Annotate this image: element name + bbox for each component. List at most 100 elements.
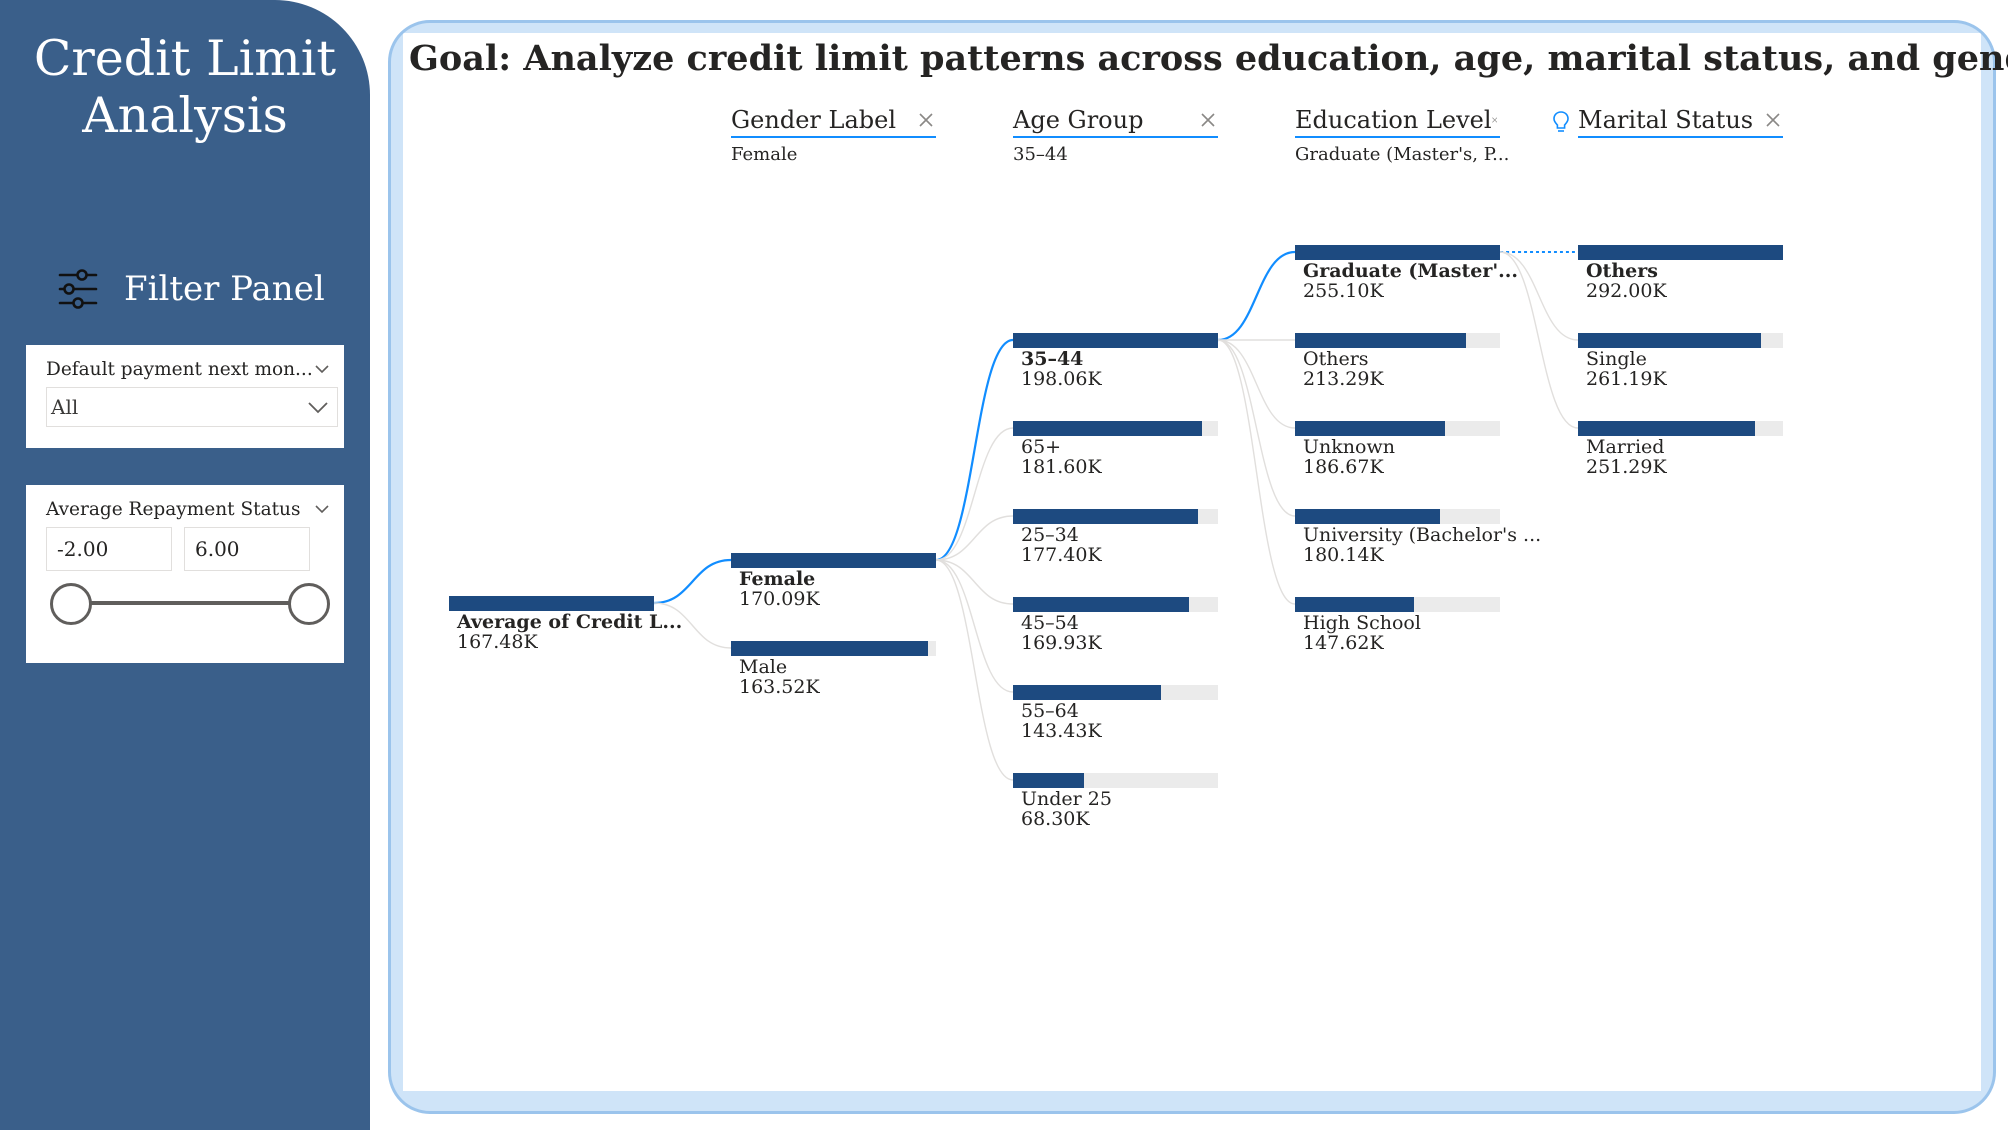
level-header-gender[interactable]: Gender Label Female [731,104,936,165]
tree-connector [1217,339,1296,517]
slicer-title: Average Repayment Status [46,498,301,520]
age-node[interactable]: 55–64 143.43K [1013,685,1218,741]
slider-track[interactable] [70,601,310,605]
node-value: 180.14K [1303,544,1384,566]
bar-fill [1578,333,1762,348]
bar-fill [731,641,928,656]
marital-node[interactable]: Others 292.00K [1578,245,1783,301]
bar-fill [1578,245,1783,260]
marital-node[interactable]: Married 251.29K [1578,421,1783,477]
node-value: 186.67K [1303,456,1384,478]
node-value: 147.62K [1303,632,1384,654]
close-icon[interactable] [1491,113,1497,127]
app-title: Credit Limit Analysis [0,30,370,144]
app-title-line2: Analysis [82,87,288,144]
node-value: 163.52K [739,676,820,698]
range-slider[interactable] [50,581,330,625]
bar-track [1013,597,1218,612]
education-node[interactable]: High School 147.62K [1295,597,1500,653]
bar-fill [1013,597,1190,612]
close-icon[interactable] [919,113,933,127]
age-node[interactable]: 25–34 177.40K [1013,509,1218,565]
node-value: 169.93K [1021,632,1102,654]
chevron-down-icon[interactable] [307,401,329,414]
node-label: Others [1586,260,1658,282]
bar-track [1013,421,1218,436]
age-node[interactable]: 35–44 198.06K [1013,333,1218,389]
node-value: 170.09K [739,588,820,610]
gender-node[interactable]: Male 163.52K [731,641,936,697]
node-value: 251.29K [1586,456,1667,478]
bar-fill [731,553,936,568]
education-node[interactable]: Others 213.29K [1295,333,1500,389]
level-name: Marital Status [1578,106,1754,134]
node-label: 45–54 [1021,612,1079,634]
gender-node[interactable]: Female 170.09K [731,553,936,609]
sidebar: Credit Limit Analysis Filter Panel Defau… [0,0,370,1130]
close-icon[interactable] [1766,113,1780,127]
filter-panel-label: Filter Panel [124,269,325,309]
bar-fill [1013,509,1198,524]
age-node[interactable]: 65+ 181.60K [1013,421,1218,477]
slider-thumb-max[interactable] [288,583,330,625]
chevron-down-icon[interactable] [314,504,330,514]
app-title-line1: Credit Limit [33,30,337,87]
range-max-input[interactable]: 6.00 [184,527,310,571]
level-header-age[interactable]: Age Group 35–44 [1013,104,1218,165]
node-label: 25–34 [1021,524,1079,546]
close-icon[interactable] [1201,113,1215,127]
node-value: 261.19K [1586,368,1667,390]
age-node[interactable]: Under 25 68.30K [1013,773,1218,829]
node-label: Others [1303,348,1369,370]
node-label: Average of Credit L... [457,611,683,633]
slicer-header[interactable]: Average Repayment Status [46,493,330,525]
node-label: Single [1586,348,1647,370]
level-header-marital[interactable]: Marital Status [1578,104,1783,138]
root-node[interactable]: Average of Credit L... 167.48K [449,596,683,653]
education-node[interactable]: University (Bachelor's ... 180.14K [1295,509,1541,566]
bar-track [731,641,936,656]
tree-connector [1499,251,1579,341]
bar-track [1578,421,1783,436]
bar-fill [1013,421,1202,436]
node-value: 181.60K [1021,456,1102,478]
slicer-title: Default payment next mon... [46,358,313,380]
age-node[interactable]: 45–54 169.93K [1013,597,1218,653]
slider-thumb-min[interactable] [50,583,92,625]
bar-track [1013,773,1218,788]
bar-track [449,596,654,611]
slicer-header[interactable]: Default payment next mon... [46,353,330,385]
tree-connector [935,338,1014,562]
dropdown-value: All [51,395,79,419]
marital-node[interactable]: Single 261.19K [1578,333,1783,389]
node-label: 35–44 [1021,348,1084,370]
tree-connector [1499,251,1579,429]
filter-panel-header: Filter Panel [56,262,325,316]
level-name: Gender Label [731,106,896,134]
bar-fill [1578,421,1755,436]
range-min-input[interactable]: -2.00 [46,527,172,571]
tree-connector [935,515,1014,561]
node-label: Male [739,656,788,678]
lightbulb-icon[interactable] [1552,110,1570,134]
node-value: 213.29K [1303,368,1384,390]
node-value: 68.30K [1021,808,1090,830]
tree-connector [935,559,1014,781]
node-label: High School [1303,612,1421,634]
education-node[interactable]: Graduate (Master'... 255.10K [1295,245,1518,301]
education-node[interactable]: Unknown 186.67K [1295,421,1500,477]
bar-track [1013,685,1218,700]
tree-connector [935,559,1014,605]
node-value: 167.48K [457,631,538,653]
default-payment-slicer: Default payment next mon... All [26,345,344,448]
node-value: 143.43K [1021,720,1102,742]
node-label: Under 25 [1021,788,1112,810]
chevron-down-icon[interactable] [314,364,330,374]
bar-fill [1295,421,1446,436]
default-payment-dropdown[interactable]: All [46,387,338,427]
level-selection: Female [731,144,798,165]
level-header-education[interactable]: Education Level Graduate (Master's, P... [1295,104,1509,165]
tree-connector [653,558,732,605]
bar-fill [1295,597,1414,612]
